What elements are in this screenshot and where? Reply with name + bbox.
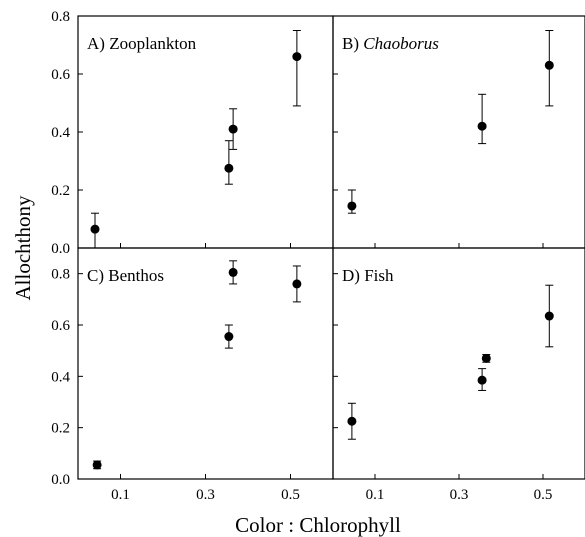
panel-c: 0.0 0.2 0.4 0.6 0.8 0.1 0.3 0.5 C) Benthos xyxy=(51,247,334,503)
panel-c-xtick-label: 0.3 xyxy=(196,487,215,503)
panel-a-ytick-label: 0.8 xyxy=(51,9,70,25)
panel-c-points xyxy=(92,260,302,470)
panel-c-point xyxy=(292,279,302,289)
panel-c-ytick-label: 0.0 xyxy=(51,472,70,488)
panel-a: 0.0 0.2 0.4 0.6 0.8 A) Zooplankton xyxy=(51,9,334,257)
panel-d-xtick-label: 0.5 xyxy=(534,487,553,503)
panel-d-title: D) Fish xyxy=(342,266,394,285)
panel-a-points xyxy=(90,30,302,248)
panel-a-ytick-label: 0.4 xyxy=(51,125,70,141)
y-axis-title: Allochthony xyxy=(11,195,35,300)
panel-b-point xyxy=(347,201,357,211)
panel-d: 0.1 0.3 0.5 D) Fish xyxy=(332,247,585,503)
panel-d-xtick-label: 0.1 xyxy=(366,487,385,503)
panel-b-point xyxy=(477,121,487,131)
panel-c-title: C) Benthos xyxy=(87,266,164,285)
panel-b-point xyxy=(544,60,554,70)
panel-a-point xyxy=(224,163,234,173)
panel-a-ytick-label: 0.0 xyxy=(51,241,70,257)
panel-c-ytick-label: 0.4 xyxy=(51,369,70,385)
panel-c-ytick-label: 0.2 xyxy=(51,421,70,437)
panel-d-point xyxy=(477,375,487,385)
panel-a-title: A) Zooplankton xyxy=(87,34,197,53)
panel-d-point xyxy=(544,311,554,321)
panel-c-point xyxy=(224,332,234,342)
panel-a-point xyxy=(292,52,302,62)
panel-c-point xyxy=(92,460,102,470)
panel-d-points xyxy=(347,284,554,440)
x-axis-title: Color : Chlorophyll xyxy=(235,513,401,537)
panel-c-ytick-label: 0.8 xyxy=(51,267,70,283)
panel-c-xtick-label: 0.1 xyxy=(111,487,130,503)
panel-a-point xyxy=(228,124,238,134)
panel-b-points xyxy=(347,30,554,214)
panel-c-ytick-label: 0.6 xyxy=(51,318,70,334)
panel-b-title: B) Chaoborus xyxy=(342,34,439,53)
panel-d-point xyxy=(481,353,491,363)
panel-c-point xyxy=(228,267,238,277)
panel-a-ytick-label: 0.2 xyxy=(51,183,70,199)
panel-a-point xyxy=(90,224,100,234)
panel-a-ytick-label: 0.6 xyxy=(51,67,70,83)
panels: 0.0 0.2 0.4 0.6 0.8 A) Zooplankton B) Chaoboru… xyxy=(51,9,585,503)
panel-b: B) Chaoborus xyxy=(332,15,585,249)
panel-d-xtick-label: 0.3 xyxy=(450,487,469,503)
panel-c-xtick-label: 0.5 xyxy=(281,487,300,503)
panel-d-point xyxy=(347,416,357,426)
